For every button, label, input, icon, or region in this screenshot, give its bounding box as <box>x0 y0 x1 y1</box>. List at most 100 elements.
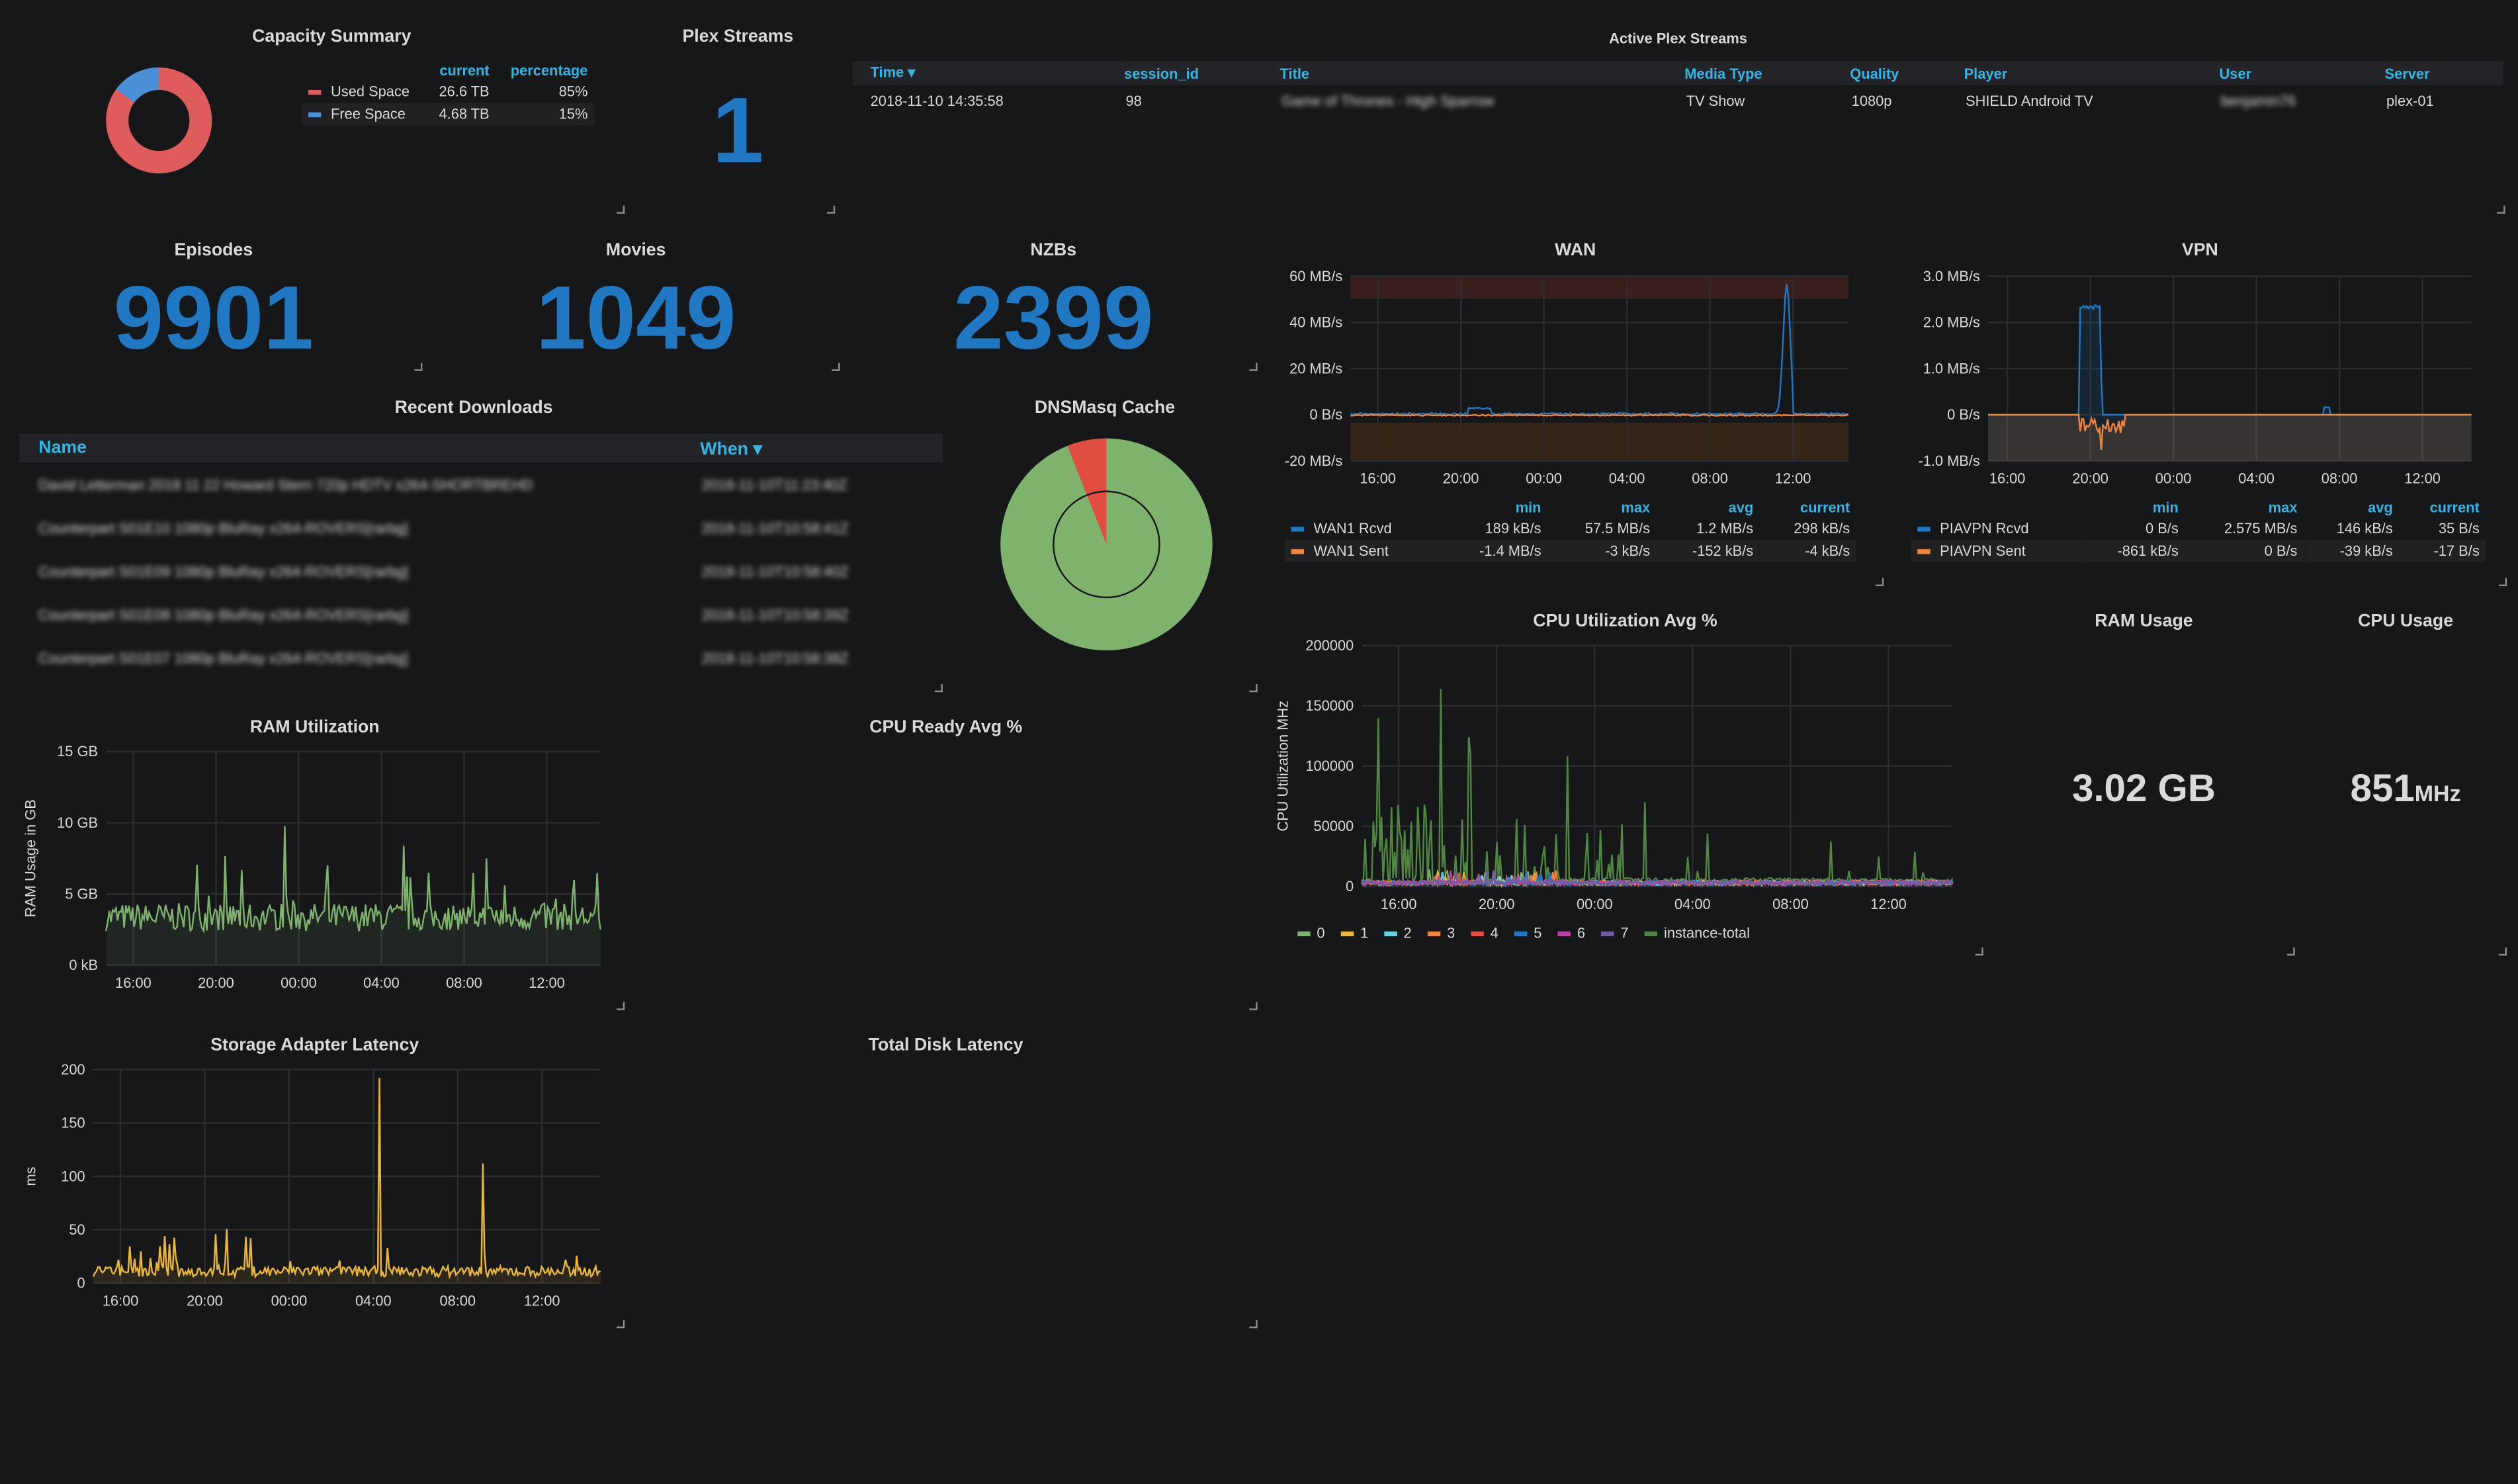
panel-title: Total Disk Latency <box>868 1035 1023 1055</box>
column-session-id[interactable]: session_id <box>1124 61 1280 85</box>
legend-row-free[interactable]: Free Space 4.68 TB 15% <box>302 103 595 126</box>
column-title[interactable]: Title <box>1280 61 1685 85</box>
resize-handle[interactable] <box>1249 1002 1258 1010</box>
ram-series-area <box>106 826 601 965</box>
wan-chart: 60 MB/s 40 MB/s 20 MB/s 0 B/s -20 MB/s 16:00 2… <box>1285 268 1848 487</box>
column-server[interactable]: Server <box>2384 61 2504 85</box>
resize-handle[interactable] <box>414 363 423 371</box>
cpu-usage-panel: CPU Usage 851MHz <box>2300 591 2511 960</box>
resize-handle[interactable] <box>1249 684 1258 693</box>
plex-streams-panel: Plex Streams 1 <box>636 0 840 218</box>
resize-handle[interactable] <box>617 1002 625 1010</box>
resize-handle[interactable] <box>1876 578 1884 586</box>
legend-row-vpn-sent[interactable]: PIAVPN Sent -861 kB/s 0 B/s -39 kB/s -17 B/… <box>1911 539 2486 562</box>
panel-title: NZBs <box>1030 241 1077 261</box>
resize-handle[interactable] <box>2497 205 2505 214</box>
column-media-type[interactable]: Media Type <box>1684 61 1850 85</box>
legend-item[interactable]: 2 <box>1384 925 1412 941</box>
column-time[interactable]: Time ▾ <box>852 61 1125 85</box>
panel-title: CPU Utilization Avg % <box>1533 611 1717 631</box>
resize-handle[interactable] <box>827 205 836 214</box>
resize-handle[interactable] <box>832 363 840 371</box>
x-tick-label: 00:00 <box>1577 896 1613 912</box>
legend-item[interactable]: 7 <box>1601 925 1629 941</box>
table-row[interactable]: Counterpart S01E07 1080p BluRay x264-ROV… <box>38 649 849 666</box>
legend-item[interactable]: 6 <box>1557 925 1586 941</box>
legend-row-used[interactable]: Used Space 26.6 TB 85% <box>302 80 594 103</box>
threshold-band-low <box>1350 422 1848 462</box>
legend-label: 6 <box>1577 925 1586 941</box>
recent-downloads-panel: Recent Downloads Name When ▾ David Lette… <box>0 376 947 697</box>
x-tick-label: 00:00 <box>1526 470 1562 487</box>
legend-item[interactable]: 5 <box>1514 925 1541 941</box>
dnsmasq-pie <box>1000 438 1213 651</box>
column-when[interactable]: When ▾ <box>700 433 943 463</box>
resize-handle[interactable] <box>617 205 625 214</box>
y-tick-label: -1.0 MB/s <box>1918 453 1979 469</box>
x-tick-label: 20:00 <box>187 1292 223 1309</box>
legend-item[interactable]: instance-total <box>1644 925 1750 941</box>
ram-utilization-chart: 15 GB 10 GB 5 GB 0 kB 16:00 20:00 00:00 04:00 08… <box>22 743 602 991</box>
y-tick-label: 50000 <box>1314 818 1354 834</box>
resize-handle[interactable] <box>1975 947 1983 956</box>
legend-item[interactable]: 4 <box>1471 925 1498 941</box>
x-tick-label: 20:00 <box>1443 470 1479 487</box>
resize-handle[interactable] <box>2286 947 2295 956</box>
column-player[interactable]: Player <box>1964 61 2220 85</box>
x-tick-label: 12:00 <box>524 1292 560 1309</box>
resize-handle[interactable] <box>934 684 943 693</box>
legend-swatch <box>1384 932 1397 937</box>
cache-hit-slice <box>1000 438 1213 651</box>
x-tick-label: 04:00 <box>355 1292 392 1309</box>
caret-down-icon: ▾ <box>753 439 762 458</box>
x-tick-label: 20:00 <box>198 975 234 991</box>
panel-title: WAN <box>1555 241 1596 261</box>
y-tick-label: 15 GB <box>57 743 98 760</box>
resize-handle[interactable] <box>617 1320 625 1329</box>
panel-title: Capacity Summary <box>252 27 412 47</box>
table-row[interactable]: Counterpart S01E09 1080p BluRay x264-ROV… <box>38 562 849 580</box>
legend-label: instance-total <box>1663 925 1750 941</box>
x-tick-label: 16:00 <box>1381 896 1417 912</box>
resize-handle[interactable] <box>1249 1320 1258 1329</box>
downloads-table: Name When ▾ David Letterman 2018 11 22 H… <box>19 433 943 679</box>
x-tick-label: 00:00 <box>281 975 317 991</box>
y-tick-label: 20 MB/s <box>1289 360 1342 376</box>
legend-swatch <box>1427 932 1441 937</box>
table-row[interactable]: Counterpart S01E08 1080p BluRay x264-ROV… <box>38 606 849 623</box>
y-tick-label: 0 B/s <box>1309 406 1342 423</box>
legend-item[interactable]: 0 <box>1297 925 1325 941</box>
y-tick-label: 40 MB/s <box>1289 314 1342 331</box>
legend-label: 5 <box>1534 925 1542 941</box>
y-tick-label: 50 <box>69 1221 85 1238</box>
vpn-rcvd-area <box>1987 305 2472 461</box>
column-quality[interactable]: Quality <box>1850 61 1964 85</box>
panel-title: RAM Utilization <box>249 718 380 738</box>
legend-row-wan-sent[interactable]: WAN1 Sent -1.4 MB/s -3 kB/s -152 kB/s -4 kB… <box>1284 539 1856 562</box>
legend-row-wan-rcvd[interactable]: WAN1 Rcvd 189 kB/s 57.5 MB/s 1.2 MB/s 298 k… <box>1285 517 1856 540</box>
x-tick-label: 16:00 <box>1360 470 1396 487</box>
ram-usage-panel: RAM Usage 3.02 GB <box>1988 591 2300 960</box>
legend-item[interactable]: 3 <box>1427 925 1455 941</box>
table-row[interactable]: 2018-11-10 14:35:58 98 Game of Thrones -… <box>870 92 2434 109</box>
panel-title: Active Plex Streams <box>1609 30 1747 47</box>
plex-streams-value: 1 <box>712 78 764 183</box>
resize-handle[interactable] <box>1249 363 1258 371</box>
ram-series-line <box>105 826 602 934</box>
legend-row-vpn-rcvd[interactable]: PIAVPN Rcvd 0 B/s 2.575 MB/s 146 kB/s 35 B/… <box>1911 517 2486 540</box>
pie-inner-ring <box>1053 490 1160 599</box>
resize-handle[interactable] <box>2498 947 2507 956</box>
nzbs-panel: NZBs 2399 <box>845 218 1262 376</box>
column-user[interactable]: User <box>2219 61 2385 85</box>
wan-legend: min max avg current WAN1 Rcvd 189 kB/s 57.5 … <box>1284 498 1856 562</box>
table-row[interactable]: Counterpart S01E10 1080p BluRay x264-ROV… <box>38 519 849 536</box>
legend-label: 4 <box>1490 925 1498 941</box>
y-tick-label: 0 B/s <box>1947 406 1980 423</box>
resize-handle[interactable] <box>2498 578 2507 586</box>
legend-item[interactable]: 1 <box>1340 925 1368 941</box>
episodes-value: 9901 <box>113 266 314 368</box>
table-row[interactable]: David Letterman 2018 11 22 Howard Stern … <box>38 476 847 492</box>
column-name[interactable]: Name <box>19 433 701 463</box>
storage-series-line <box>92 1078 601 1280</box>
ram-utilization-panel: RAM Utilization 15 GB 10 GB 5 GB 0 kB 16:00 2… <box>0 697 630 1015</box>
